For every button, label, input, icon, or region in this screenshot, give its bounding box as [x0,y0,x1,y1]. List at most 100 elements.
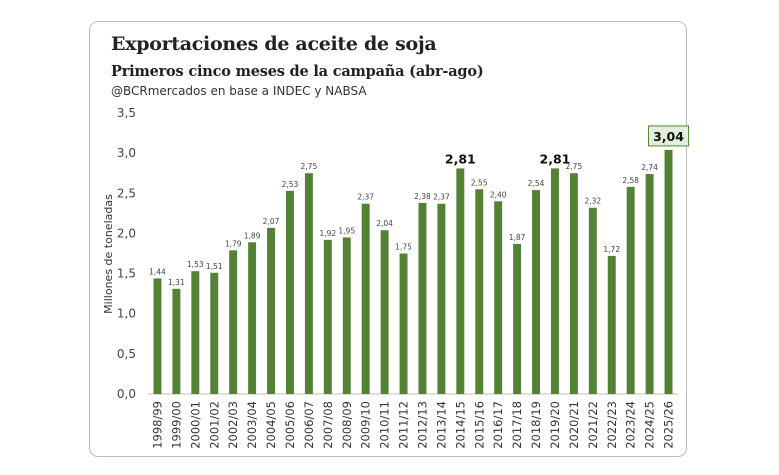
bar [645,174,654,394]
x-tick-label: 2016/17 [491,401,505,449]
y-axis-ticks: 0,0 0,5 1,0 1,5 2,0 2,5 3,0 3,5 [117,106,136,401]
x-tick-label: 2013/14 [434,401,448,449]
chart-source: @BCRmercados en base a INDEC y NABSA [111,84,367,98]
y-tick-label: 3,0 [117,146,136,160]
data-label: 2,37 [433,193,450,202]
x-tick-label: 2005/06 [283,401,297,449]
data-label: 2,58 [622,176,639,185]
data-label: 2,55 [471,178,488,187]
y-tick-label: 0,5 [117,347,136,361]
chart-title: Exportaciones de aceite de soja [111,33,437,55]
y-tick-label: 0,0 [117,387,136,401]
data-label: 1,95 [338,226,355,235]
data-label: 1,87 [509,233,526,242]
data-label: 1,51 [206,262,223,271]
x-tick-label: 2009/10 [359,401,373,449]
bar [229,250,238,394]
x-tick-label: 2002/03 [226,401,240,449]
bar [626,186,635,394]
bar [361,203,370,394]
bar [513,243,522,394]
y-tick-label: 3,5 [117,106,136,120]
x-tick-label: 2015/16 [472,401,486,449]
data-label: 1,79 [225,239,242,248]
x-tick-label: 2018/19 [529,401,543,449]
x-tick-label: 1998/99 [150,401,164,449]
bar [267,227,276,394]
x-tick-label: 2012/13 [415,401,429,449]
x-axis-ticks: 1998/99 1999/00 2000/01 2001/02 2002/03 2003/… [150,401,675,449]
bar [323,239,332,394]
data-label: 1,31 [168,278,185,287]
bar [664,149,673,394]
x-tick-label: 2010/11 [378,401,392,449]
x-tick-label: 2011/12 [397,401,411,449]
bar [285,190,294,394]
bar [475,189,484,394]
bar [418,202,427,394]
bar [437,203,446,394]
bar [172,288,181,394]
bar [607,255,616,394]
bar [494,201,503,394]
data-label: 1,92 [319,229,336,238]
bar [153,278,162,394]
highlight-label-box [648,125,690,147]
x-tick-label: 2006/07 [302,401,316,449]
data-label: 1,53 [187,260,204,269]
x-tick-label: 2023/24 [624,401,638,449]
data-label: 2,81 [445,151,476,166]
bar [588,207,597,394]
x-tick-label: 2019/20 [548,401,562,449]
x-tick-label: 2003/04 [245,401,259,449]
bar [550,168,559,394]
data-label: 2,32 [584,197,601,206]
chart-subtitle: Primeros cinco meses de la campaña (abr-… [111,63,484,80]
bar [569,173,578,394]
bar [456,168,465,394]
data-label: 1,44 [149,267,166,276]
bar [248,242,257,394]
x-tick-label: 2022/23 [605,401,619,449]
x-tick-label: 2007/08 [321,401,335,449]
data-label: 1,72 [603,245,620,254]
bar [342,237,351,394]
bar [532,190,541,394]
x-tick-label: 2021/22 [586,401,600,449]
x-tick-label: 2001/02 [207,401,221,449]
x-tick-label: 1999/00 [169,401,183,449]
x-tick-label: 2000/01 [188,401,202,449]
data-label: 1,75 [395,243,412,252]
bars [153,149,673,394]
y-tick-label: 1,5 [117,267,136,281]
x-tick-label: 2004/05 [264,401,278,449]
data-label: 2,38 [414,192,431,201]
data-label: 2,07 [263,217,280,226]
y-tick-label: 2,0 [117,226,136,240]
x-tick-label: 2017/18 [510,401,524,449]
data-labels: 1,441,311,53 1,511,791,892,072,532,751,92… [149,125,690,287]
data-label: 2,53 [282,180,299,189]
bar [380,230,389,394]
y-tick-label: 2,5 [117,186,136,200]
data-label: 2,54 [528,179,545,188]
bar [399,253,408,394]
x-tick-label: 2024/25 [643,401,657,449]
data-label: 1,89 [244,231,261,240]
x-tick-label: 2025/26 [662,401,676,449]
x-tick-label: 2014/15 [453,401,467,449]
data-label: 3,04 [653,129,684,144]
bar [304,173,313,394]
y-axis-label: Millones de toneladas [102,194,115,314]
data-label: 2,81 [540,151,571,166]
bar [210,272,219,394]
data-label: 2,40 [490,190,507,199]
data-label: 2,04 [376,219,393,228]
data-label: 2,75 [566,162,583,171]
y-tick-label: 1,0 [117,307,136,321]
data-label: 2,75 [301,162,318,171]
x-tick-label: 2020/21 [567,401,581,449]
data-label: 2,74 [641,163,658,172]
bar [191,271,200,394]
